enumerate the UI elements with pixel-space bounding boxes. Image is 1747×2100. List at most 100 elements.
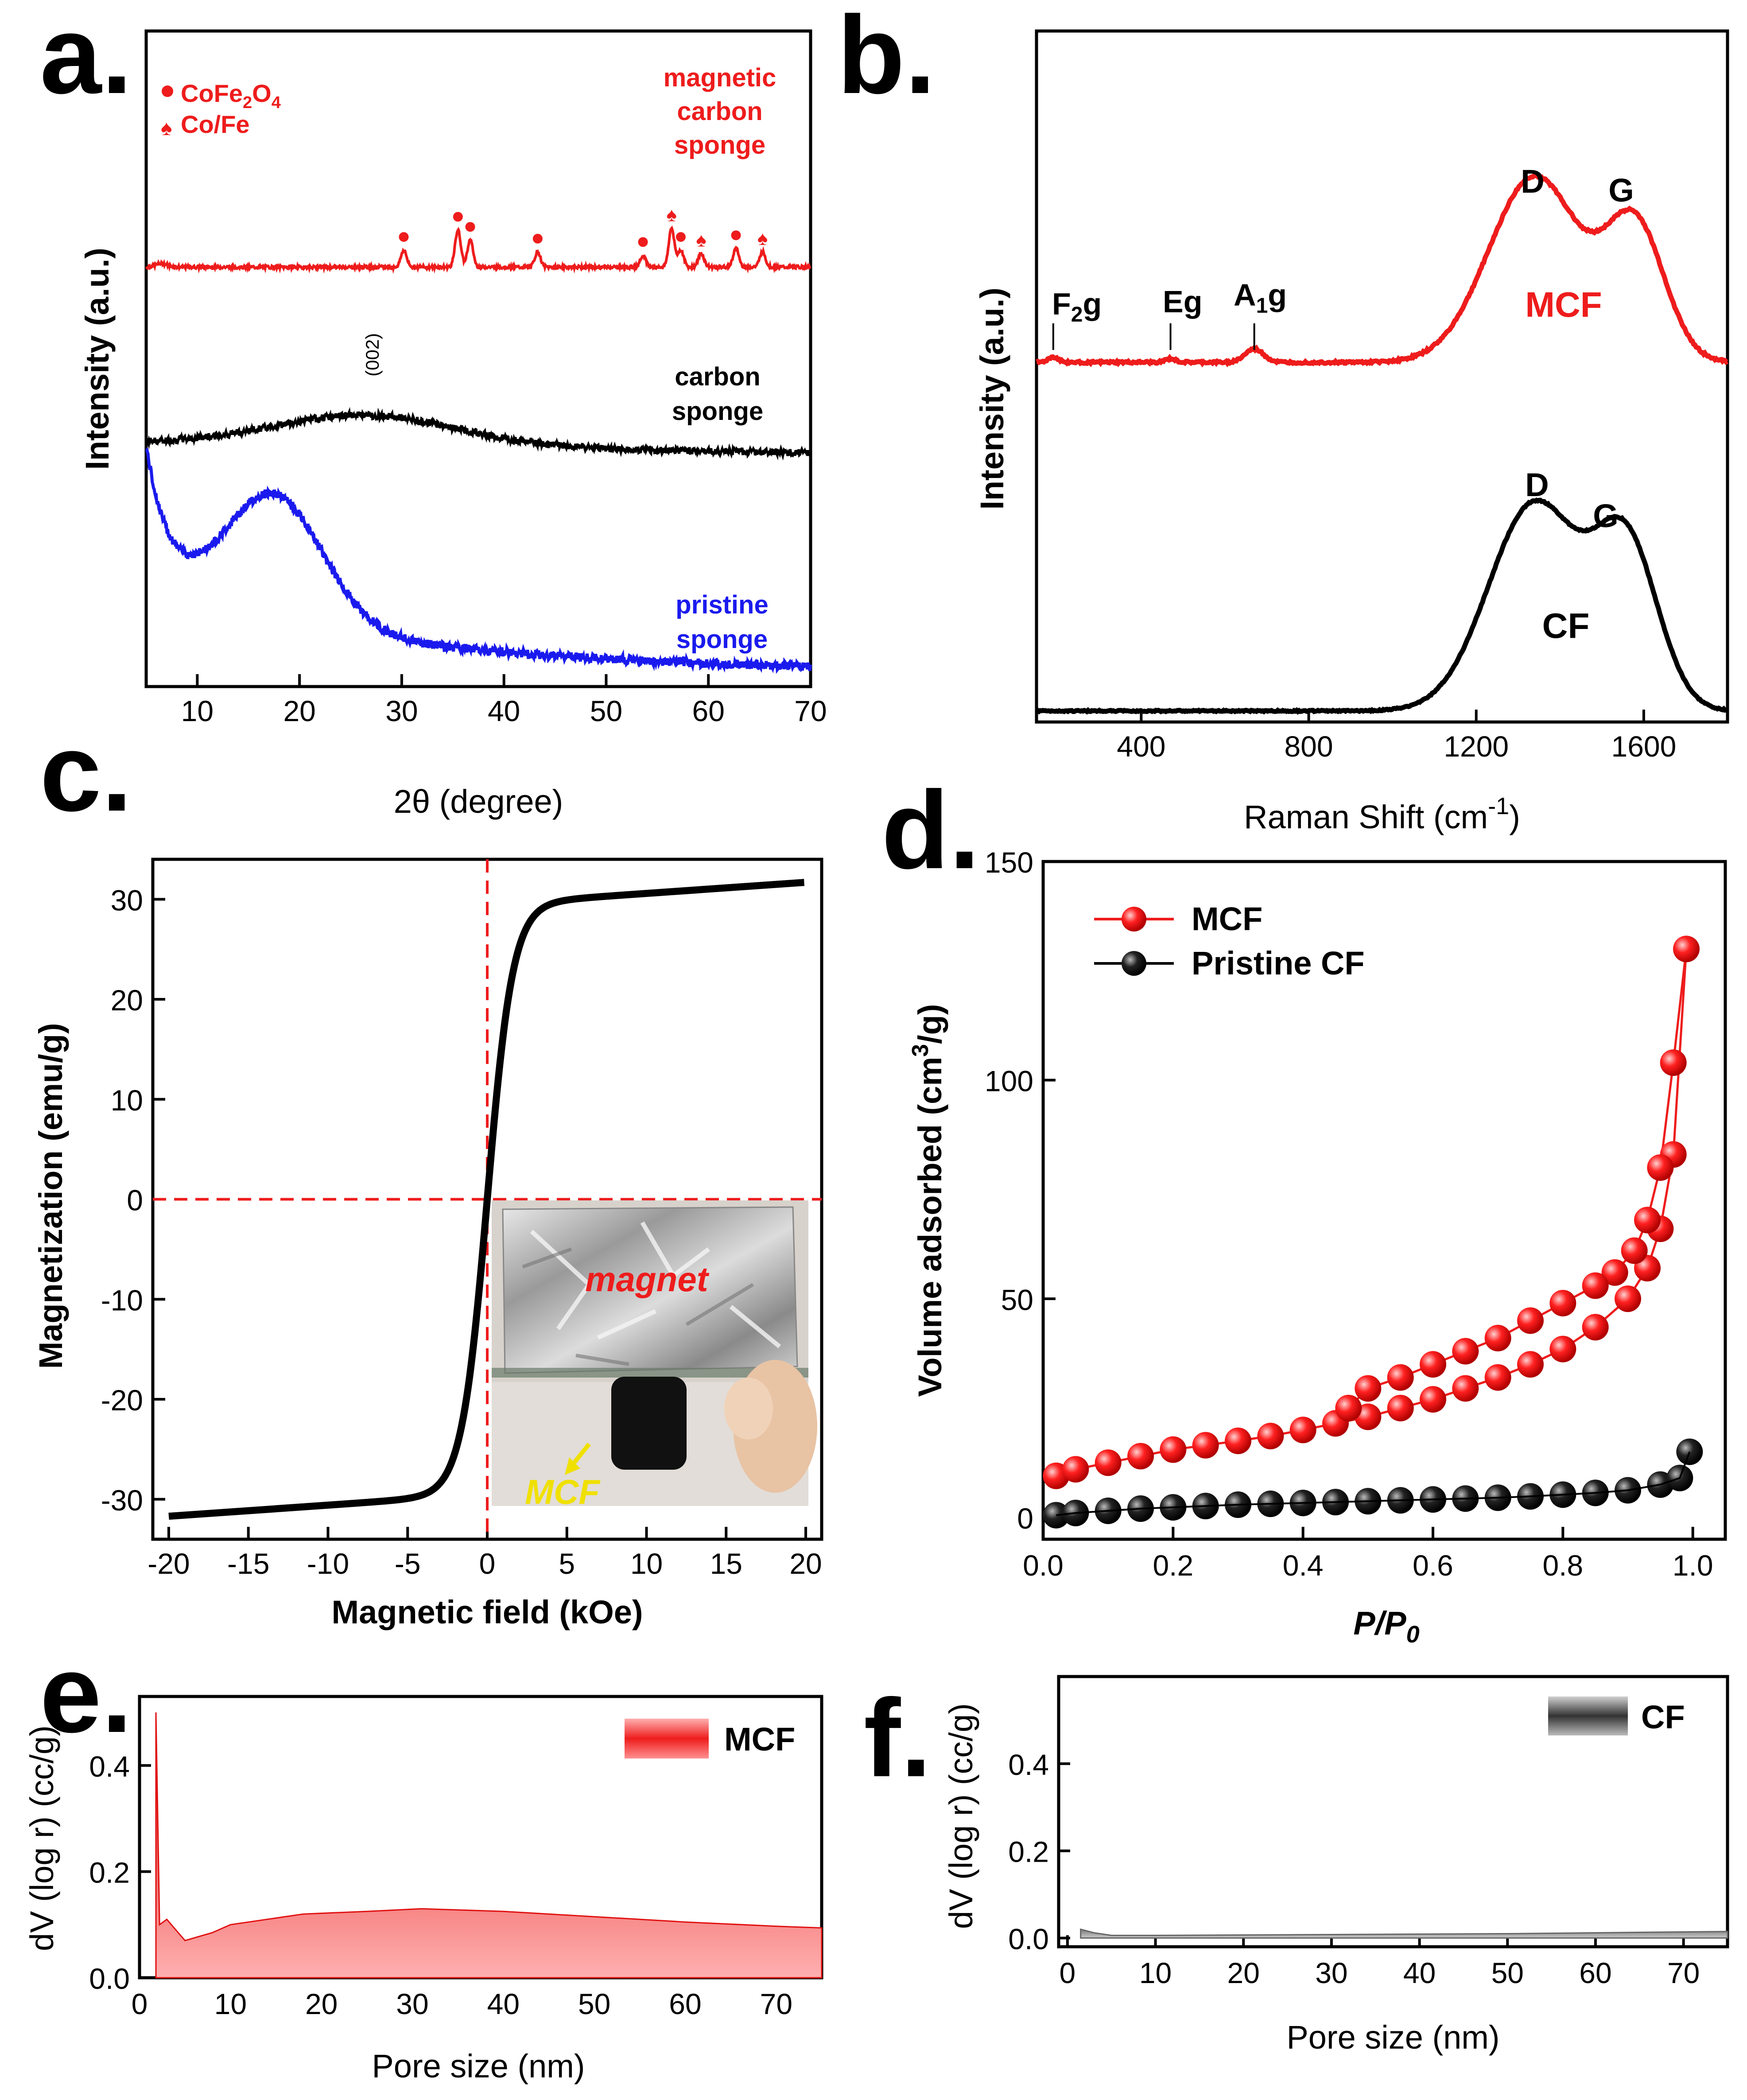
- panel-d-points: [1043, 935, 1703, 1529]
- band-a1g: A1g: [1234, 278, 1287, 318]
- panel-d-ticks: 0.0 0.2 0.4 0.6 0.8 1.0 0 50 100 150: [985, 846, 1713, 1582]
- y-tick-label: 0.0: [1008, 1923, 1049, 1956]
- y-tick-label: 0: [1017, 1502, 1033, 1535]
- legend-pristine-cf: Pristine CF: [1192, 945, 1365, 982]
- mcf-point: [1335, 1394, 1362, 1421]
- panel-b-xticks: 400 800 1200 1600: [1117, 710, 1676, 763]
- panel-a-ylabel: Intensity (a.u.): [79, 248, 116, 470]
- panel-e-label: e.: [40, 1632, 132, 1755]
- x-tick-label: 0.6: [1413, 1549, 1453, 1582]
- pristine-cf-line: [1056, 1451, 1691, 1516]
- y-tick-label: 20: [111, 984, 143, 1017]
- y-tick-label: 30: [111, 884, 143, 916]
- legend-dot-marker: [162, 85, 173, 97]
- peak-dot-marker: [453, 212, 463, 222]
- inset-magnet-label: magnet: [585, 1260, 709, 1299]
- legend-oxide: CoFe2O4: [181, 79, 281, 112]
- mcf-point: [1582, 1314, 1609, 1341]
- panel-d-xlabel: P/P0: [1353, 1605, 1419, 1648]
- band-d-mcf: D: [1521, 163, 1544, 200]
- x-tick-label: 20: [789, 1547, 822, 1580]
- cf-pore-distribution: [1080, 1928, 1728, 1939]
- x-tick-label: 0: [479, 1547, 496, 1580]
- panel-d-ylabel: Volume adsorbed (cm3/g): [908, 1004, 948, 1397]
- label-magnetic-carbon-sponge: magnetic carbon sponge: [664, 63, 776, 159]
- x-tick-label: 0: [132, 1987, 148, 2020]
- panel-f-label: f.: [864, 1676, 932, 1800]
- mcf-point: [1160, 1436, 1187, 1463]
- mcf-point: [1517, 1307, 1544, 1334]
- x-tick-label: -10: [307, 1547, 349, 1580]
- peak-spade-marker: ♠: [696, 229, 706, 251]
- panel-b-xlabel: Raman Shift (cm-1): [1244, 793, 1520, 835]
- legend-swatch-mcf: [625, 1719, 709, 1758]
- panel-e-ticks: 0 10 20 30 40 50 60 70 0.0 0.2 0.4: [89, 1750, 792, 2020]
- x-tick-label: 10: [181, 695, 214, 727]
- mcf-point: [1549, 1335, 1576, 1362]
- x-tick-label: -15: [227, 1547, 269, 1580]
- panel-d-frame: [1041, 860, 1727, 1541]
- legend-spade-marker: ♠: [161, 116, 172, 140]
- x-tick-label: 50: [578, 1987, 610, 2020]
- panel-b-ylabel: Intensity (a.u.): [974, 287, 1010, 510]
- panel-a-xlabel: 2θ (degree): [394, 783, 563, 820]
- x-tick-label: 1200: [1444, 730, 1509, 763]
- x-tick-label: 10: [630, 1547, 663, 1580]
- x-tick-label: 50: [1491, 1956, 1524, 1989]
- x-tick-label: 50: [590, 695, 622, 727]
- peak-spade-marker: ♠: [757, 228, 768, 249]
- x-tick-label: 70: [794, 695, 827, 727]
- mcf-point: [1355, 1375, 1382, 1402]
- peak-spade-marker: ♠: [666, 204, 676, 226]
- x-tick-label: 1.0: [1673, 1549, 1713, 1582]
- panel-d-legend: MCF Pristine CF: [1094, 901, 1365, 982]
- x-tick-label: 5: [559, 1547, 575, 1580]
- x-tick-label: 0: [1060, 1956, 1076, 1989]
- mcf-point: [1289, 1417, 1316, 1444]
- x-tick-label: 70: [1667, 1956, 1700, 1989]
- x-tick-label: 20: [1227, 1956, 1260, 1989]
- peak-dot-marker: [465, 222, 475, 232]
- panel-b-raman: b. 400 800 1200 1600 Raman Shift (cm-1) Int…: [837, 0, 1729, 835]
- panel-b-label: b.: [837, 0, 936, 116]
- panel-d-bet: d. 0.0 0.2 0.4 0.6 0.8 1.0 0 50 100 150 P/P0 Volu…: [881, 768, 1727, 1648]
- x-tick-label: 800: [1284, 730, 1333, 763]
- mcf-point: [1634, 1207, 1661, 1234]
- panel-b-mode-markers: [1052, 323, 1255, 350]
- x-tick-label: 0.8: [1542, 1549, 1583, 1582]
- y-tick-label: 100: [985, 1065, 1033, 1098]
- legend-cf-f: CF: [1641, 1699, 1685, 1735]
- y-tick-label: -20: [101, 1384, 143, 1417]
- mcf-point: [1601, 1259, 1628, 1286]
- legend-alloy: Co/Fe: [181, 110, 250, 138]
- panel-a-peak-markers: ♠ ♠ ♠: [399, 204, 768, 251]
- mcf-point: [1549, 1289, 1576, 1316]
- mcf-point: [1647, 1154, 1674, 1181]
- mcf-point: [1387, 1364, 1414, 1391]
- panel-f-pore-size: f. 0 10 20 30 40 50 60 70 0.0 0.2 0.4 Pore size (n…: [864, 1675, 1729, 2056]
- panel-f-ylabel: dV (log r) (cc/g): [943, 1703, 979, 1929]
- mcf-point: [1452, 1338, 1479, 1365]
- x-tick-label: 0.0: [1023, 1549, 1064, 1582]
- mcf-point: [1484, 1324, 1511, 1351]
- x-tick-label: 1600: [1611, 730, 1676, 763]
- panel-a-frame: [144, 29, 812, 688]
- inset-photo: magnet MCF: [492, 1200, 817, 1511]
- mcf-point: [1192, 1432, 1219, 1459]
- panel-e-ylabel: dV (log r) (cc/g): [23, 1725, 60, 1951]
- mcf-point: [1420, 1351, 1446, 1378]
- band-f2g: F2g: [1052, 287, 1102, 326]
- x-tick-label: 20: [305, 1987, 338, 2020]
- y-tick-label: 150: [985, 846, 1033, 879]
- mcf-point: [1517, 1351, 1544, 1378]
- hysteresis-loop: [168, 879, 804, 1520]
- x-tick-label: -20: [148, 1547, 190, 1580]
- y-tick-label: -30: [101, 1484, 143, 1517]
- panel-a-xticks: 10 20 30 40 50 60 70: [181, 674, 827, 727]
- panel-c-xlabel: Magnetic field (kOe): [331, 1594, 643, 1630]
- band-d-cf: D: [1525, 466, 1549, 503]
- peak-dot-marker: [532, 233, 543, 244]
- legend-swatch-cf: [1548, 1696, 1628, 1735]
